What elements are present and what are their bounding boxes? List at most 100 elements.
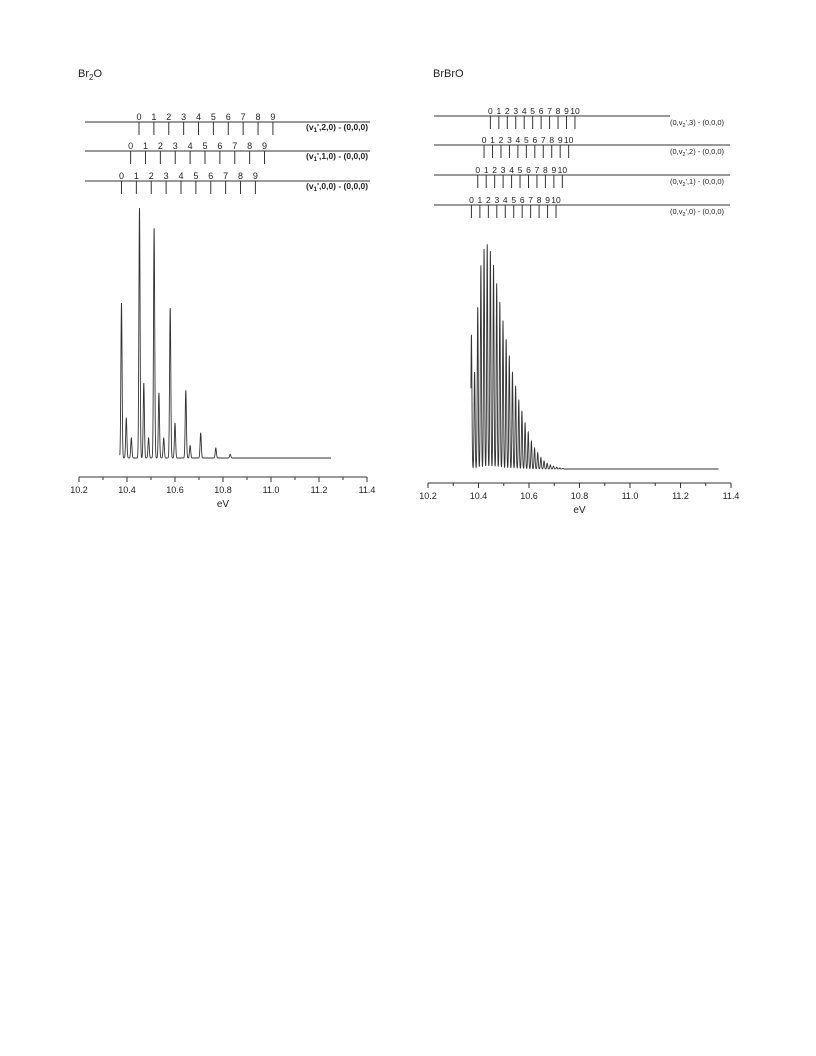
progression-tick-label: 2	[505, 106, 510, 116]
progression-label: (0,v2',3) - (0,0,0)	[670, 118, 725, 129]
progression-tick-label: 3	[164, 171, 169, 181]
progression-tick-label: 4	[522, 106, 527, 116]
progression-tick-label: 1	[484, 165, 489, 175]
progression-tick-label: 4	[188, 141, 193, 151]
progression-tick-label: 4	[503, 195, 508, 205]
progression-tick-label: 2	[486, 195, 491, 205]
progression-tick-label: 10	[551, 195, 561, 205]
progression-tick-label: 10	[570, 106, 580, 116]
x-tick-label: 10.4	[118, 485, 136, 495]
spectrum-line	[470, 244, 719, 470]
progression-tick-label: 7	[528, 195, 533, 205]
progression-tick-label: 9	[270, 112, 275, 122]
br2o-title: Br2O	[78, 68, 102, 82]
progression-tick-label: 2	[499, 135, 504, 145]
progression-label: (v1',1,0) - (0,0,0)	[306, 151, 368, 163]
progression-tick-label: 5	[530, 106, 535, 116]
progression-tick-label: 9	[262, 141, 267, 151]
progression-tick-label: 0	[469, 195, 474, 205]
progression-tick-label: 0	[482, 135, 487, 145]
x-tick-label: 11.4	[723, 491, 740, 501]
progression-tick-label: 3	[173, 141, 178, 151]
progression-tick-label: 7	[547, 106, 552, 116]
brbro-panel: BrBrO 10.2 10.4 10.6 10.8 11.0 11.2 11.4 eV 0 1 2 3…	[408, 0, 816, 540]
progression-tick-label: 7	[232, 141, 237, 151]
x-tick-label: 11.0	[622, 491, 639, 501]
progression-tick-label: 9	[564, 106, 569, 116]
progression-tick-label: 6	[208, 171, 213, 181]
br2o-title-sub: 2	[89, 73, 94, 83]
progression-tick-label: 8	[556, 106, 561, 116]
progression-tick-label: 0	[136, 112, 141, 122]
x-tick-label: 10.6	[166, 485, 184, 495]
x-tick-label: 11.2	[672, 491, 689, 501]
progression-tick-label: 6	[226, 112, 231, 122]
br2o-panel: Br2O 10.2 10.4 10.6 10.8 11.0 11.2 11.4 eV 0 1 2 3 4…	[0, 0, 408, 540]
progression-tick-label: 1	[151, 112, 156, 122]
progression-tick-label: 4	[196, 112, 201, 122]
progression-label: (0,v2',2) - (0,0,0)	[670, 147, 725, 158]
progression-tick-label: 9	[552, 165, 557, 175]
progression-tick-label: 5	[511, 195, 516, 205]
br2o-title-rest: O	[93, 68, 103, 80]
x-tick-label: 10.8	[571, 491, 589, 501]
progression-tick-label: 8	[543, 165, 548, 175]
progression-label: (v1',0,0) - (0,0,0)	[306, 181, 368, 193]
progression-tick-label: 1	[496, 106, 501, 116]
progression-tick-label: 0	[128, 141, 133, 151]
progression-tick-label: 3	[507, 135, 512, 145]
progression-tick-label: 8	[247, 141, 252, 151]
x-tick-label: 10.4	[470, 491, 488, 501]
br2o-title-base: Br	[78, 68, 89, 80]
x-tick-label: 11.2	[311, 485, 328, 495]
progression-tick-label: 10	[558, 165, 568, 175]
progression-tick-label: 5	[524, 135, 529, 145]
progression-tick-label: 8	[549, 135, 554, 145]
progression-tick-label: 0	[475, 165, 480, 175]
progression-tick-label: 3	[501, 165, 506, 175]
progression-tick-label: 1	[134, 171, 139, 181]
progression-tick-label: 2	[492, 165, 497, 175]
progression-tick-label: 0	[119, 171, 124, 181]
x-axis-label: eV	[217, 499, 230, 510]
progression-tick-label: 10	[564, 135, 574, 145]
progression-label: (v1',2,0) - (0,0,0)	[306, 122, 368, 134]
x-tick-label: 11.0	[263, 485, 280, 495]
progression-tick-label: 4	[516, 135, 521, 145]
progression-tick-label: 0	[488, 106, 493, 116]
progression-tick-label: 2	[158, 141, 163, 151]
brbro-title: BrBrO	[433, 68, 464, 80]
progression-tick-label: 3	[181, 112, 186, 122]
progression-tick-label: 9	[545, 195, 550, 205]
x-tick-label: 10.2	[419, 491, 437, 501]
progression-tick-label: 6	[217, 141, 222, 151]
progression-tick-label: 9	[253, 171, 258, 181]
progression-tick-label: 6	[532, 135, 537, 145]
progression-tick-label: 1	[490, 135, 495, 145]
progression-tick-label: 7	[535, 165, 540, 175]
progression-tick-label: 5	[211, 112, 216, 122]
progression-tick-label: 8	[238, 171, 243, 181]
progression-tick-label: 3	[494, 195, 499, 205]
progression-tick-label: 7	[541, 135, 546, 145]
x-tick-label: 10.2	[70, 485, 88, 495]
progression-tick-label: 4	[178, 171, 183, 181]
progression-tick-label: 5	[202, 141, 207, 151]
progression-tick-label: 8	[537, 195, 542, 205]
progression-tick-label: 5	[193, 171, 198, 181]
x-tick-label: 10.6	[520, 491, 538, 501]
spectrum-line	[119, 207, 331, 459]
progression-tick-label: 6	[526, 165, 531, 175]
x-tick-label: 11.4	[359, 485, 376, 495]
progression-tick-label: 1	[143, 141, 148, 151]
progression-tick-label: 3	[513, 106, 518, 116]
progression-tick-label: 1	[478, 195, 483, 205]
progression-tick-label: 2	[149, 171, 154, 181]
progression-tick-label: 8	[256, 112, 261, 122]
progression-tick-label: 2	[166, 112, 171, 122]
x-axis-label: eV	[573, 505, 586, 516]
progression-tick-label: 5	[518, 165, 523, 175]
x-tick-label: 10.8	[214, 485, 232, 495]
